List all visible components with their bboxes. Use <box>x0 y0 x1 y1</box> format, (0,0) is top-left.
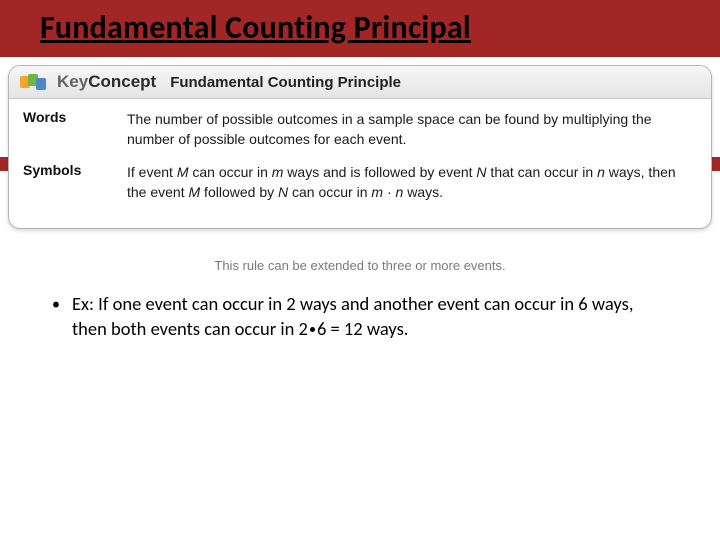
page-title: Fundamental Counting Principal <box>40 8 680 47</box>
row-words: Words The number of possible outcomes in… <box>23 109 697 150</box>
key-concept-brand: KeyConcept <box>57 72 156 92</box>
title-band: Fundamental Counting Principal <box>0 0 720 57</box>
key-icon <box>19 72 49 92</box>
row-words-text: The number of possible outcomes in a sam… <box>127 109 697 150</box>
row-symbols-text: If event M can occur in m ways and is fo… <box>127 162 697 203</box>
key-concept-header: KeyConcept Fundamental Counting Principl… <box>9 66 711 99</box>
row-words-label: Words <box>23 109 109 150</box>
row-symbols-label: Symbols <box>23 162 109 203</box>
row-symbols: Symbols If event M can occur in m ways a… <box>23 162 697 203</box>
extend-note: This rule can be extended to three or mo… <box>0 258 720 273</box>
bullet-dot: • <box>52 292 60 342</box>
key-concept-box: KeyConcept Fundamental Counting Principl… <box>8 65 712 229</box>
brand-key: Key <box>57 72 88 91</box>
brand-concept: Concept <box>88 72 156 91</box>
key-concept-title: Fundamental Counting Principle <box>170 74 401 91</box>
example-prefix: Ex: <box>72 292 98 315</box>
example-body: If one event can occur in 2 ways and ano… <box>72 292 634 340</box>
example-text: Ex: If one event can occur in 2 ways and… <box>72 292 672 342</box>
example-bullet: • Ex: If one event can occur in 2 ways a… <box>52 292 672 342</box>
key-concept-body: Words The number of possible outcomes in… <box>9 99 711 228</box>
